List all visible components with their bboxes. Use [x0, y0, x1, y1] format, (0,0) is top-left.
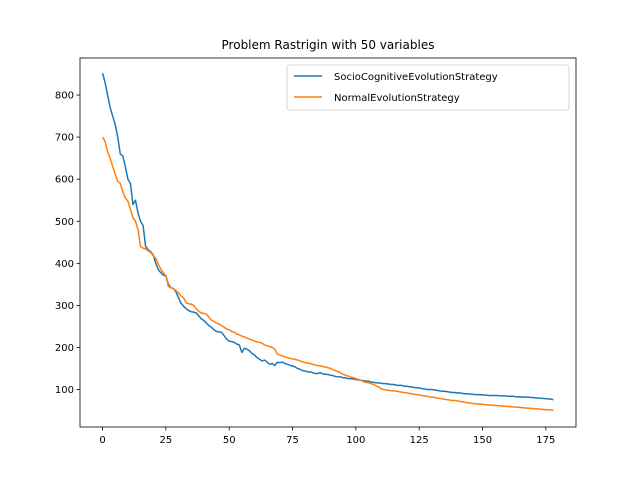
- legend-label-1: SocioCognitiveEvolutionStrategy: [334, 72, 498, 83]
- plot-frame: [79, 57, 577, 428]
- series-line-1: [101, 72, 554, 401]
- x-tick-label: 125: [410, 435, 429, 446]
- legend-label-2: NormalEvolutionStrategy: [334, 93, 460, 104]
- x-tick-label: 100: [346, 435, 365, 446]
- x-tick-label: 175: [536, 435, 555, 446]
- y-tick-label: 600: [55, 175, 74, 186]
- plot-lines: [101, 72, 554, 411]
- y-tick-label: 700: [55, 133, 74, 144]
- y-tick-label: 300: [55, 301, 74, 312]
- y-tick-label: 200: [55, 343, 74, 354]
- x-tick-label: 75: [286, 435, 299, 446]
- axes: 0 25 50 75 100 125 150 175 100 200 300 400 500 600 700…: [55, 57, 577, 446]
- y-tick-label: 400: [55, 259, 74, 270]
- legend: SocioCognitiveEvolutionStrategy NormalEvo…: [286, 64, 570, 111]
- x-tick-label: 150: [473, 435, 492, 446]
- x-tick-label: 50: [223, 435, 236, 446]
- series-line-2: [101, 136, 554, 411]
- x-tick-label: 0: [99, 435, 105, 446]
- y-tick-label: 800: [55, 91, 74, 102]
- legend-box: [286, 64, 570, 111]
- y-tick-label: 500: [55, 217, 74, 228]
- y-tick-label: 100: [55, 385, 74, 396]
- chart-title: Problem Rastrigin with 50 variables: [222, 38, 435, 52]
- x-tick-label: 25: [160, 435, 173, 446]
